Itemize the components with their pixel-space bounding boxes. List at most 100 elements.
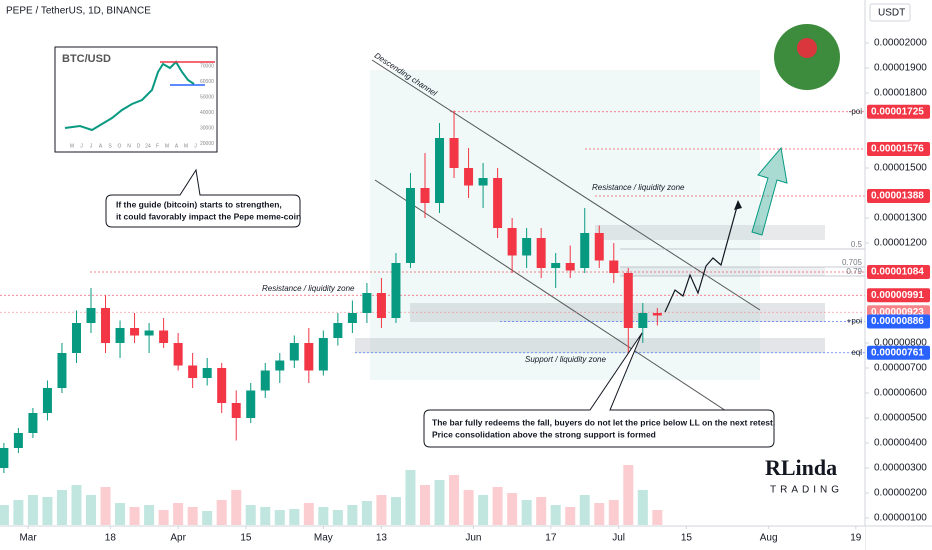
candles — [0, 110, 662, 473]
volume-bar — [594, 503, 605, 525]
volume-bar — [565, 507, 576, 525]
inset-line — [64, 60, 195, 132]
fib-label: 0.5 — [851, 240, 863, 249]
callout-text: it could favorably impact the Pepe meme-… — [116, 211, 301, 221]
fib-label: 0.705 — [842, 258, 863, 267]
candle-body — [333, 323, 343, 338]
volume-bar — [173, 503, 184, 525]
green-arrow — [751, 146, 788, 236]
currency-box[interactable] — [869, 3, 911, 22]
x-tick-label: Jun — [465, 533, 481, 544]
candle-body — [42, 388, 52, 413]
volume-bar — [478, 495, 489, 525]
x-tick-label: Mar — [19, 533, 37, 544]
x-tick-label: 15 — [681, 533, 693, 544]
candle-body — [202, 368, 212, 378]
chart-title: PEPE / TetherUS, 1D, BINANCE — [6, 6, 151, 17]
volume-bar — [144, 505, 155, 525]
candle-body — [638, 313, 648, 328]
y-tick-label: 0.00002000 — [874, 38, 927, 49]
y-tick-label: 0.00000700 — [874, 363, 927, 374]
volume-bar — [332, 510, 343, 525]
currency[interactable]: USDT — [878, 8, 905, 19]
volume-bar — [158, 510, 169, 525]
candle-body — [580, 233, 590, 268]
inset-price: 20000 — [200, 141, 214, 147]
channel-upper — [371, 59, 761, 311]
fib-label: 0.79 — [846, 267, 862, 276]
inset-month: M — [184, 143, 188, 149]
candle-body — [13, 433, 23, 448]
inset-month: S — [108, 143, 112, 149]
candle-body — [435, 138, 445, 203]
fib-zone — [620, 267, 825, 276]
y-tick-label: 0.00000200 — [874, 488, 927, 499]
callout-box — [105, 168, 301, 228]
volume-bar — [652, 510, 663, 525]
candle-body — [231, 403, 241, 418]
candle-body — [115, 328, 125, 343]
inset-price: 40000 — [200, 110, 214, 116]
y-tick-label: 0.00001900 — [874, 63, 927, 74]
volume-bar — [187, 507, 198, 525]
inset-month: O — [118, 143, 122, 149]
volume-bar — [100, 487, 111, 525]
candle-body — [246, 390, 256, 418]
x-tick-label: 13 — [376, 533, 388, 544]
volume-bar — [405, 470, 416, 525]
projection-path — [664, 202, 739, 313]
y-tick-label: 0.00001500 — [874, 163, 927, 174]
level-label: 0.00001084 — [871, 267, 924, 278]
callout-box — [423, 332, 775, 448]
candle-body — [0, 448, 9, 468]
y-tick-label: 0.00000500 — [874, 413, 927, 424]
level-label-box — [867, 314, 930, 329]
x-tick-label: 15 — [240, 533, 252, 544]
volume-bar — [449, 475, 460, 525]
callout-text: If the guide (bitcoin) starts to strengt… — [116, 199, 282, 209]
logo-sub: TRADING — [770, 485, 843, 496]
volume-bar — [202, 511, 213, 525]
candle-body — [130, 328, 140, 336]
inset-frame — [54, 46, 218, 153]
support-zone — [355, 338, 825, 353]
inset-axes: M J J A S O N D 24 F M A M J7000060000500004000030000… — [70, 63, 214, 149]
volume-bar — [260, 507, 271, 525]
callout-text: The bar fully redeems the fall, buyers d… — [432, 417, 775, 427]
volume-bar — [274, 510, 285, 525]
volume-bar — [129, 507, 140, 525]
volume-bar — [376, 495, 387, 525]
volume-bar — [521, 500, 532, 525]
x-tick-label: 17 — [545, 533, 557, 544]
candle-body — [57, 353, 67, 388]
inset-month: F — [156, 143, 159, 149]
candle-body — [493, 178, 503, 228]
projection-arrowhead — [734, 200, 742, 210]
volume-bar — [71, 485, 82, 525]
x-tick-label: May — [314, 533, 333, 544]
volume — [0, 465, 663, 525]
candle-body — [318, 338, 328, 371]
volume-bar — [347, 505, 358, 525]
volume-bar — [42, 497, 53, 525]
candle-body — [478, 178, 488, 186]
x-tick-label: Apr — [170, 533, 186, 544]
inset-month: M — [165, 143, 169, 149]
inset-price: 50000 — [200, 94, 214, 100]
inset-month: N — [127, 143, 131, 149]
inset-month: 24 — [145, 143, 151, 149]
level-label: 0.00000886 — [871, 316, 924, 327]
zone-label: Support / liquidity zone — [525, 355, 606, 364]
x-tick-label: Jul — [612, 533, 625, 544]
axes: 0.00002000 0.00001900 0.00001800 0.00001500… — [19, 38, 930, 544]
candle-body — [536, 238, 546, 268]
channel-zone — [370, 70, 760, 380]
candle-body — [551, 263, 561, 268]
volume-bar — [318, 507, 329, 525]
volume-bar — [27, 495, 38, 525]
candle-body — [507, 228, 517, 256]
volume-bar — [216, 500, 227, 525]
level-tag: +poi — [847, 317, 863, 326]
volume-bar — [86, 495, 97, 525]
